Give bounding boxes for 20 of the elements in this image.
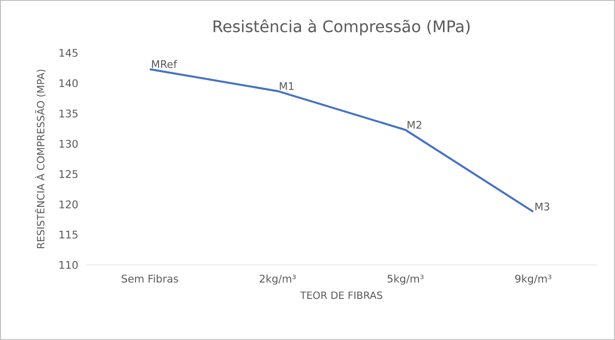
- y-tick-label: 120: [60, 200, 78, 208]
- y-tick-label: 145: [60, 49, 78, 57]
- x-tick-label: 5kg/m³: [388, 274, 424, 285]
- y-tick-label: 130: [60, 140, 78, 148]
- y-tick-label: 140: [60, 79, 78, 88]
- y-tick-label: 110: [60, 261, 78, 269]
- x-tick-label: 2kg/m³: [260, 274, 296, 285]
- annotation: M1: [280, 82, 294, 90]
- annotation: MRef: [152, 60, 178, 68]
- x-axis-title: TEOR DE FIBRAS: [300, 292, 382, 300]
- x-tick-label: 9kg/m³: [515, 274, 552, 285]
- y-axis-title: RESISTÊNCIA À COMPRESSÃO (MPA): [35, 70, 46, 248]
- y-tick-label: 125: [60, 170, 78, 178]
- x-tick-label: Sem Fibras: [122, 274, 178, 283]
- chart-title: Resistência à Compressão (MPa): [214, 19, 470, 36]
- line-series: [148, 68, 534, 213]
- annotation: M3: [535, 202, 550, 211]
- y-tick-label: 115: [60, 230, 78, 239]
- annotation: M2: [408, 120, 422, 129]
- y-tick-label: 135: [60, 110, 78, 118]
